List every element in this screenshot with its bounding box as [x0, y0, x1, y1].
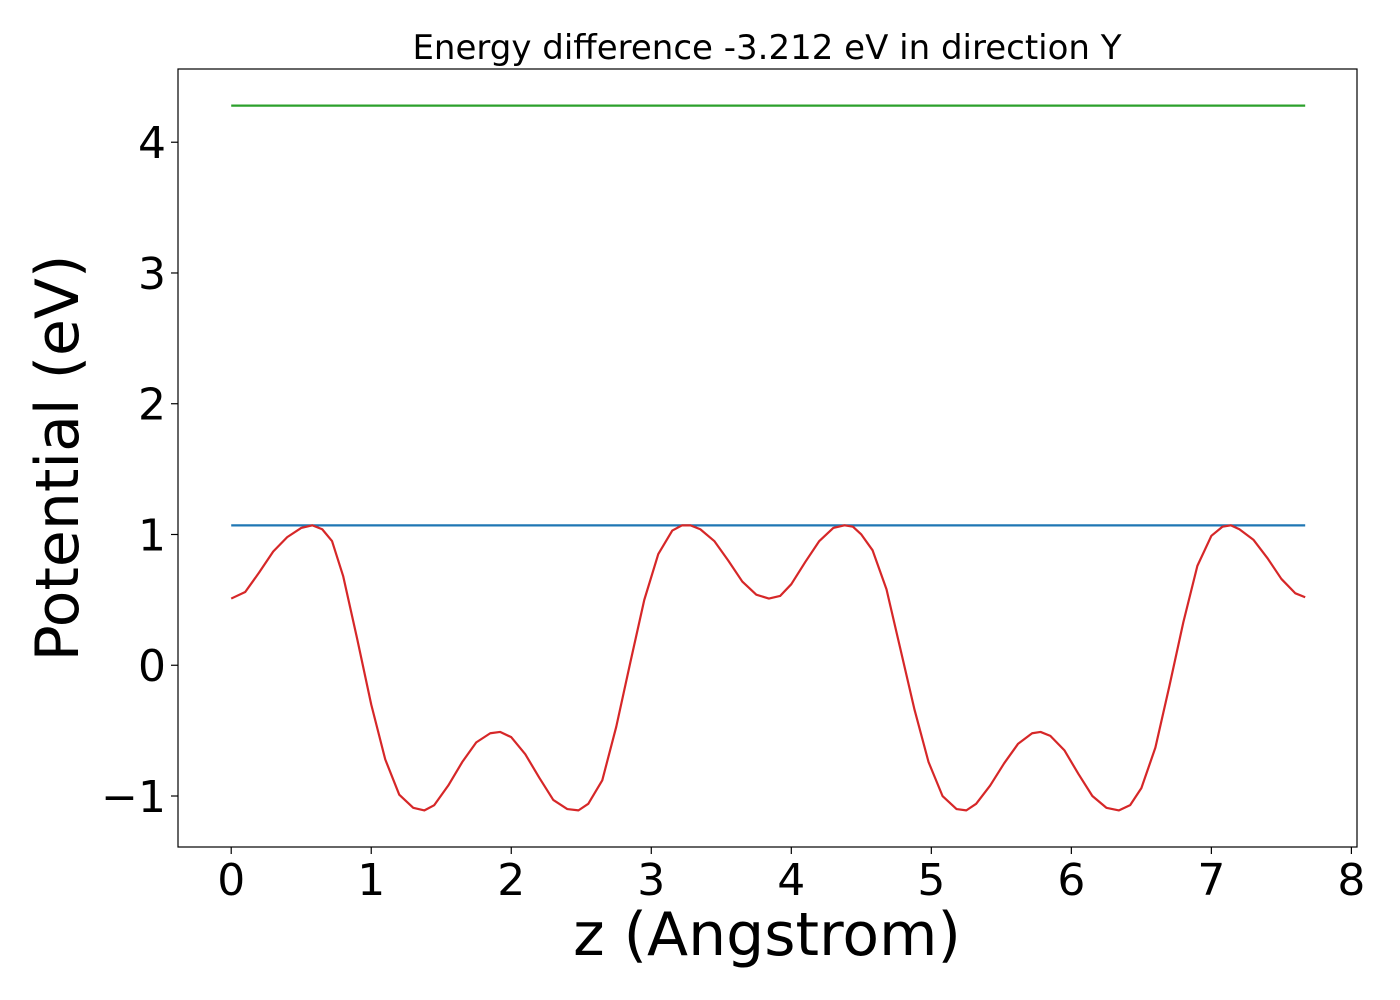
chart-title: Energy difference -3.212 eV in direction… [412, 28, 1121, 68]
x-tick-label: 3 [637, 855, 665, 906]
series-line-2 [230, 524, 1306, 812]
x-tick-label: 7 [1197, 855, 1225, 906]
x-tick-label: 5 [917, 855, 945, 906]
y-tick-label: 3 [138, 249, 166, 300]
x-tick-label: 1 [357, 855, 385, 906]
series-layer [230, 104, 1306, 812]
y-axis-title: Potential (eV) [23, 255, 93, 662]
y-tick-label: 0 [138, 641, 166, 692]
y-tick-label: 2 [138, 380, 166, 431]
plot-area-frame [177, 68, 1358, 848]
x-tick-label: 6 [1057, 855, 1085, 906]
x-tick-label: 0 [217, 855, 245, 906]
x-axis-ticks: 0 1 2 3 4 5 6 7 8 [217, 847, 1365, 906]
y-axis-ticks: −1 0 1 2 3 4 [101, 118, 178, 823]
y-tick-label: 4 [138, 118, 166, 169]
x-axis-title: z (Angstrom) [573, 900, 961, 970]
x-tick-label: 4 [777, 855, 805, 906]
y-tick-label: −1 [101, 772, 166, 823]
x-tick-label: 8 [1337, 855, 1365, 906]
y-tick-label: 1 [138, 510, 166, 561]
x-tick-label: 2 [497, 855, 525, 906]
